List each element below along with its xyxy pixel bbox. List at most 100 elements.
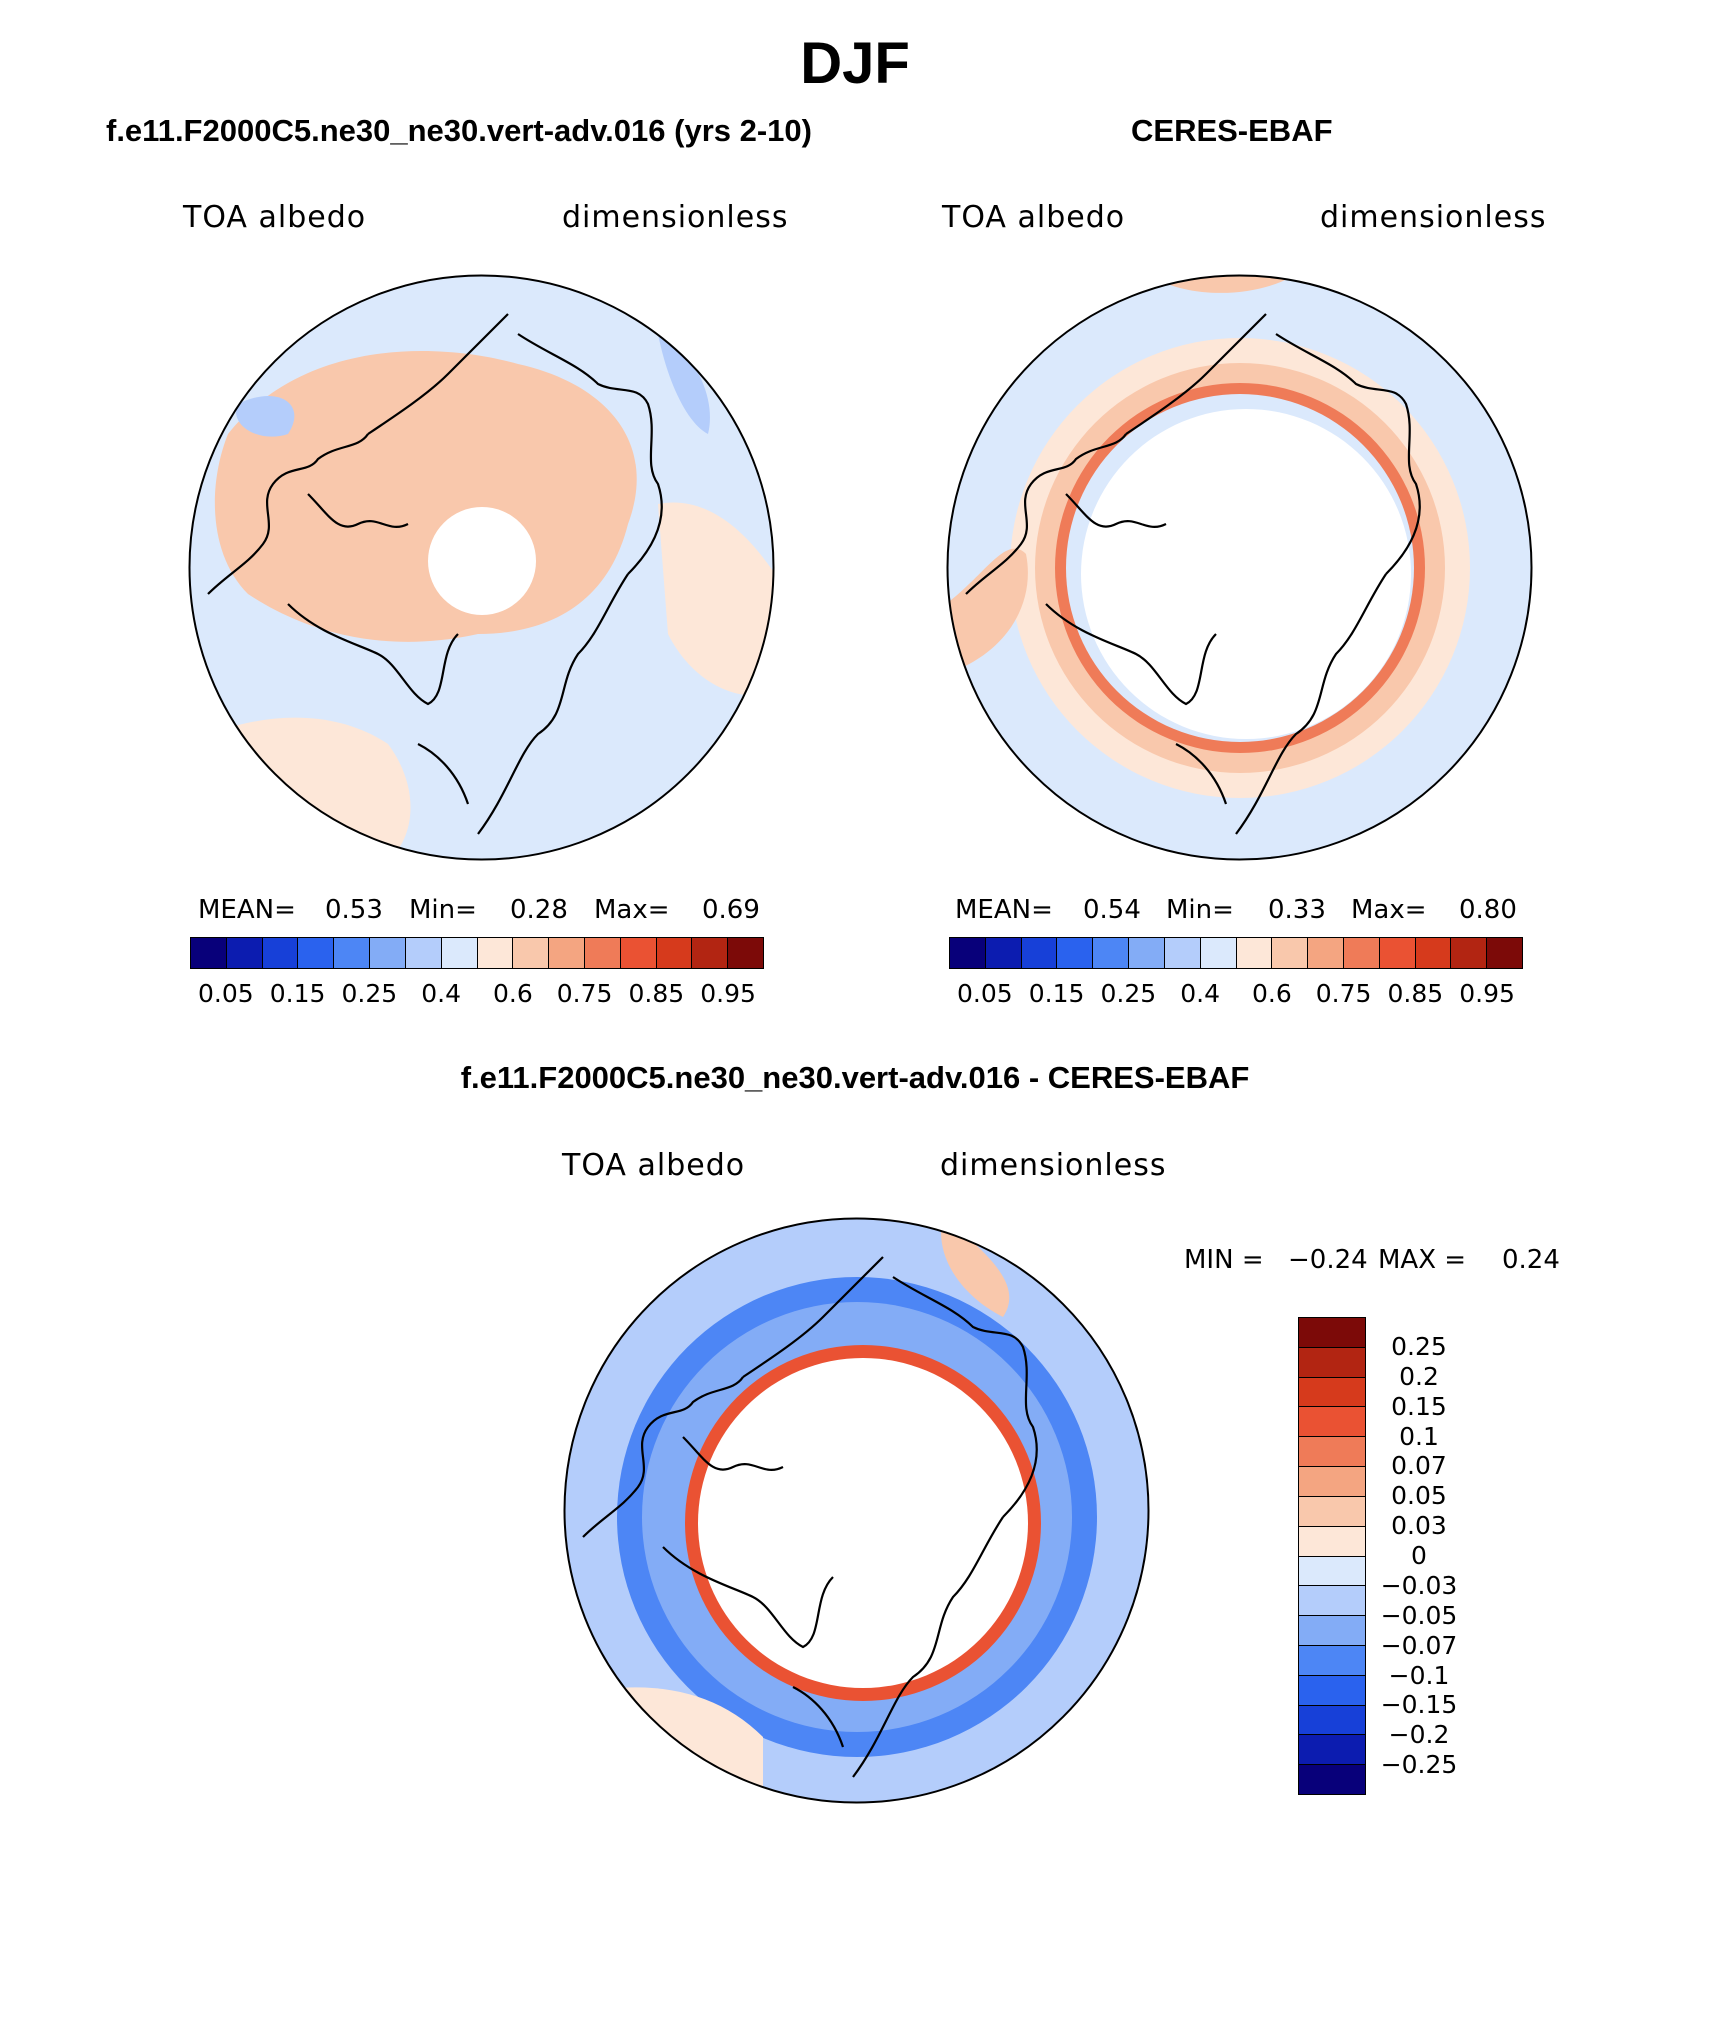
model-low-albedo-patch (658, 334, 710, 434)
model-colorbar (190, 937, 764, 969)
model-colorbar-swatch (584, 938, 621, 968)
model-mean-value: 0.53 (325, 895, 383, 925)
model-colorbar-swatch (728, 938, 763, 968)
diff-panel-title: f.e11.F2000C5.ne30_ne30.vert-adv.016 - C… (460, 1060, 1250, 1095)
obs-units-label: dimensionless (1320, 200, 1547, 235)
diff-colorbar-swatch (1299, 1347, 1365, 1378)
model-mean-label: MEAN= (198, 895, 296, 925)
diff-units-label: dimensionless (940, 1148, 1167, 1183)
obs-mean-value: 0.54 (1083, 895, 1141, 925)
obs-colorbar (949, 937, 1523, 969)
diff-colorbar-tick-label: 0.25 (1391, 1331, 1447, 1361)
obs-colorbar-swatch (985, 938, 1022, 968)
diff-colorbar-tick-label: −0.07 (1380, 1630, 1458, 1660)
obs-colorbar-swatch (1451, 938, 1488, 968)
obs-colorbar-swatch (1164, 938, 1201, 968)
obs-max-value: 0.80 (1459, 895, 1517, 925)
diff-polar-gap (698, 1358, 1028, 1688)
diff-colorbar-swatch (1299, 1556, 1365, 1587)
diff-colorbar-tick-label: −0.15 (1380, 1690, 1458, 1720)
model-polar-map (188, 274, 775, 861)
obs-colorbar-swatch (1379, 938, 1416, 968)
diff-colorbar-swatch (1299, 1765, 1365, 1794)
obs-colorbar-swatch (1415, 938, 1452, 968)
model-colorbar-swatch (513, 938, 550, 968)
model-colorbar-swatch (549, 938, 585, 968)
obs-variable-label: TOA albedo (942, 200, 1126, 235)
diff-colorbar-swatch (1299, 1377, 1365, 1408)
diff-colorbar-swatch (1299, 1437, 1365, 1468)
model-colorbar-swatch (298, 938, 335, 968)
diff-colorbar-tick-label: 0.07 (1391, 1451, 1447, 1481)
obs-mean-label: MEAN= (955, 895, 1053, 925)
obs-colorbar-swatch (1308, 938, 1344, 968)
obs-colorbar-swatch (1343, 938, 1380, 968)
obs-polar-gap (1081, 409, 1411, 739)
obs-panel-title: CERES-EBAF (1131, 113, 1333, 148)
diff-min-label: MIN = (1184, 1245, 1264, 1275)
diff-colorbar-tick-label: −0.25 (1380, 1750, 1458, 1780)
diff-colorbar-tick-label: 0.05 (1391, 1481, 1447, 1511)
diff-colorbar-tick-label: 0.15 (1391, 1391, 1447, 1421)
model-colorbar-swatch (441, 938, 478, 968)
diff-colorbar-swatch (1299, 1616, 1365, 1646)
obs-max-label: Max= (1351, 895, 1427, 925)
model-colorbar-tick-label: 0.75 (556, 979, 613, 1008)
model-colorbar-tick-label: 0.95 (700, 979, 756, 1008)
obs-colorbar-tick-label: 0.4 (1180, 979, 1220, 1008)
diff-polar-map (563, 1217, 1150, 1804)
diff-north-patch (941, 1218, 1010, 1317)
obs-colorbar-swatch (1057, 938, 1094, 968)
model-colorbar-swatch (226, 938, 263, 968)
diff-colorbar-swatch (1299, 1645, 1365, 1676)
model-colorbar-tick-label: 0.4 (421, 979, 461, 1008)
obs-colorbar-tick-label: 0.75 (1315, 979, 1372, 1008)
diff-colorbar-swatch (1299, 1526, 1365, 1557)
diff-colorbar-swatch (1299, 1675, 1365, 1706)
diff-colorbar-swatch (1299, 1467, 1365, 1497)
model-colorbar-tick-label: 0.85 (628, 979, 685, 1008)
diff-min-value: −0.24 (1288, 1245, 1368, 1275)
obs-min-label: Min= (1166, 895, 1234, 925)
diff-colorbar-swatch (1299, 1407, 1365, 1438)
diff-colorbar-swatch (1299, 1735, 1365, 1766)
obs-polar-map (946, 274, 1533, 861)
model-colorbar-tick-label: 0.05 (198, 979, 254, 1008)
diff-variable-label: TOA albedo (562, 1148, 746, 1183)
model-max-value: 0.69 (702, 895, 760, 925)
model-colorbar-swatch (334, 938, 371, 968)
obs-west-patch (947, 548, 1028, 674)
diff-colorbar-swatch (1299, 1705, 1365, 1736)
obs-map-border (946, 274, 1533, 861)
model-colorbar-tick-label: 0.25 (341, 979, 398, 1008)
main-title: DJF (800, 31, 910, 96)
diff-colorbar-swatch (1299, 1318, 1365, 1348)
model-coastlines (207, 313, 663, 835)
model-colorbar-swatch (620, 938, 657, 968)
model-min-value: 0.28 (510, 895, 568, 925)
obs-coastlines (965, 313, 1421, 835)
obs-colorbar-swatch (1487, 938, 1522, 968)
obs-colorbar-swatch (1200, 938, 1237, 968)
obs-colorbar-tick-label: 0.25 (1100, 979, 1157, 1008)
model-polar-gap (428, 507, 536, 615)
model-pacific-region (658, 502, 774, 696)
model-colorbar-swatch (262, 938, 299, 968)
obs-colorbar-swatch (1129, 938, 1165, 968)
model-colorbar-swatch (191, 938, 227, 968)
obs-colorbar-tick-label: 0.05 (957, 979, 1013, 1008)
diff-max-value: 0.24 (1502, 1245, 1560, 1275)
diff-colorbar-tick-label: 0 (1411, 1541, 1427, 1570)
model-colorbar-tick-label: 0.6 (492, 979, 533, 1008)
obs-min-value: 0.33 (1268, 895, 1326, 925)
obs-colorbar-swatch (1093, 938, 1130, 968)
diff-colorbar-tick-label: 0.1 (1399, 1421, 1439, 1451)
obs-colorbar-tick-label: 0.6 (1251, 979, 1292, 1008)
diff-colorbar-tick-label: 0.2 (1399, 1361, 1439, 1391)
obs-colorbar-swatch (1236, 938, 1273, 968)
diff-colorbar-tick-label: −0.03 (1380, 1570, 1458, 1600)
obs-colorbar-tick-label: 0.15 (1028, 979, 1085, 1008)
diff-colorbar-tick-label: −0.05 (1380, 1600, 1458, 1630)
model-low-albedo-patch-2 (236, 395, 295, 437)
diff-colorbar-tick-label: 0.03 (1391, 1511, 1447, 1541)
